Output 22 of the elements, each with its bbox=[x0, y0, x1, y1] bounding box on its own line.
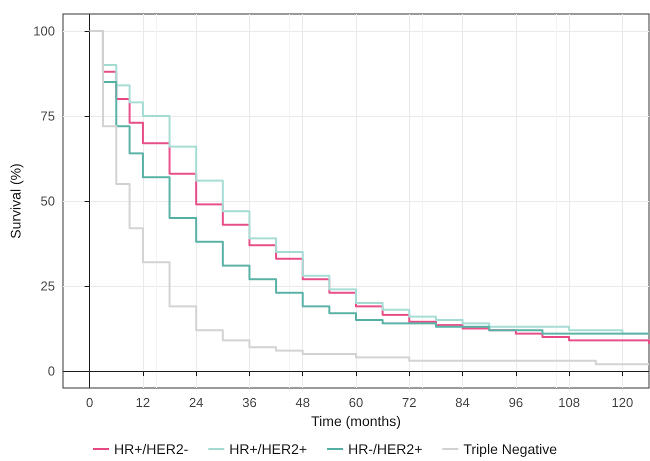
x-tick-label: 0 bbox=[86, 395, 94, 410]
y-tick-label: 0 bbox=[48, 364, 55, 378]
x-tick-label: 36 bbox=[242, 395, 257, 410]
legend-label: HR-/HER2+ bbox=[348, 441, 422, 457]
y-tick-label: 25 bbox=[40, 278, 55, 294]
legend-label: HR+/HER2- bbox=[114, 441, 189, 457]
x-tick-label: 96 bbox=[508, 395, 524, 410]
x-tick-label: 108 bbox=[558, 395, 580, 410]
x-tick-label: 24 bbox=[188, 395, 204, 410]
x-tick-label: 48 bbox=[295, 395, 310, 410]
x-tick-label: 12 bbox=[136, 395, 150, 410]
x-tick-label: 120 bbox=[612, 395, 634, 410]
x-tick-label: 84 bbox=[455, 395, 470, 410]
legend-label: Triple Negative bbox=[463, 441, 558, 457]
x-tick-label: 60 bbox=[348, 395, 364, 410]
legend-label: HR+/HER2+ bbox=[229, 441, 308, 457]
x-tick-label: 72 bbox=[402, 395, 417, 410]
y-tick-label: 50 bbox=[40, 194, 55, 208]
y-tick-label: 100 bbox=[33, 24, 55, 38]
y-axis-title: Survival (%) bbox=[7, 163, 24, 239]
y-tick-label: 75 bbox=[40, 108, 55, 124]
x-axis-title: Time (months) bbox=[311, 413, 401, 429]
